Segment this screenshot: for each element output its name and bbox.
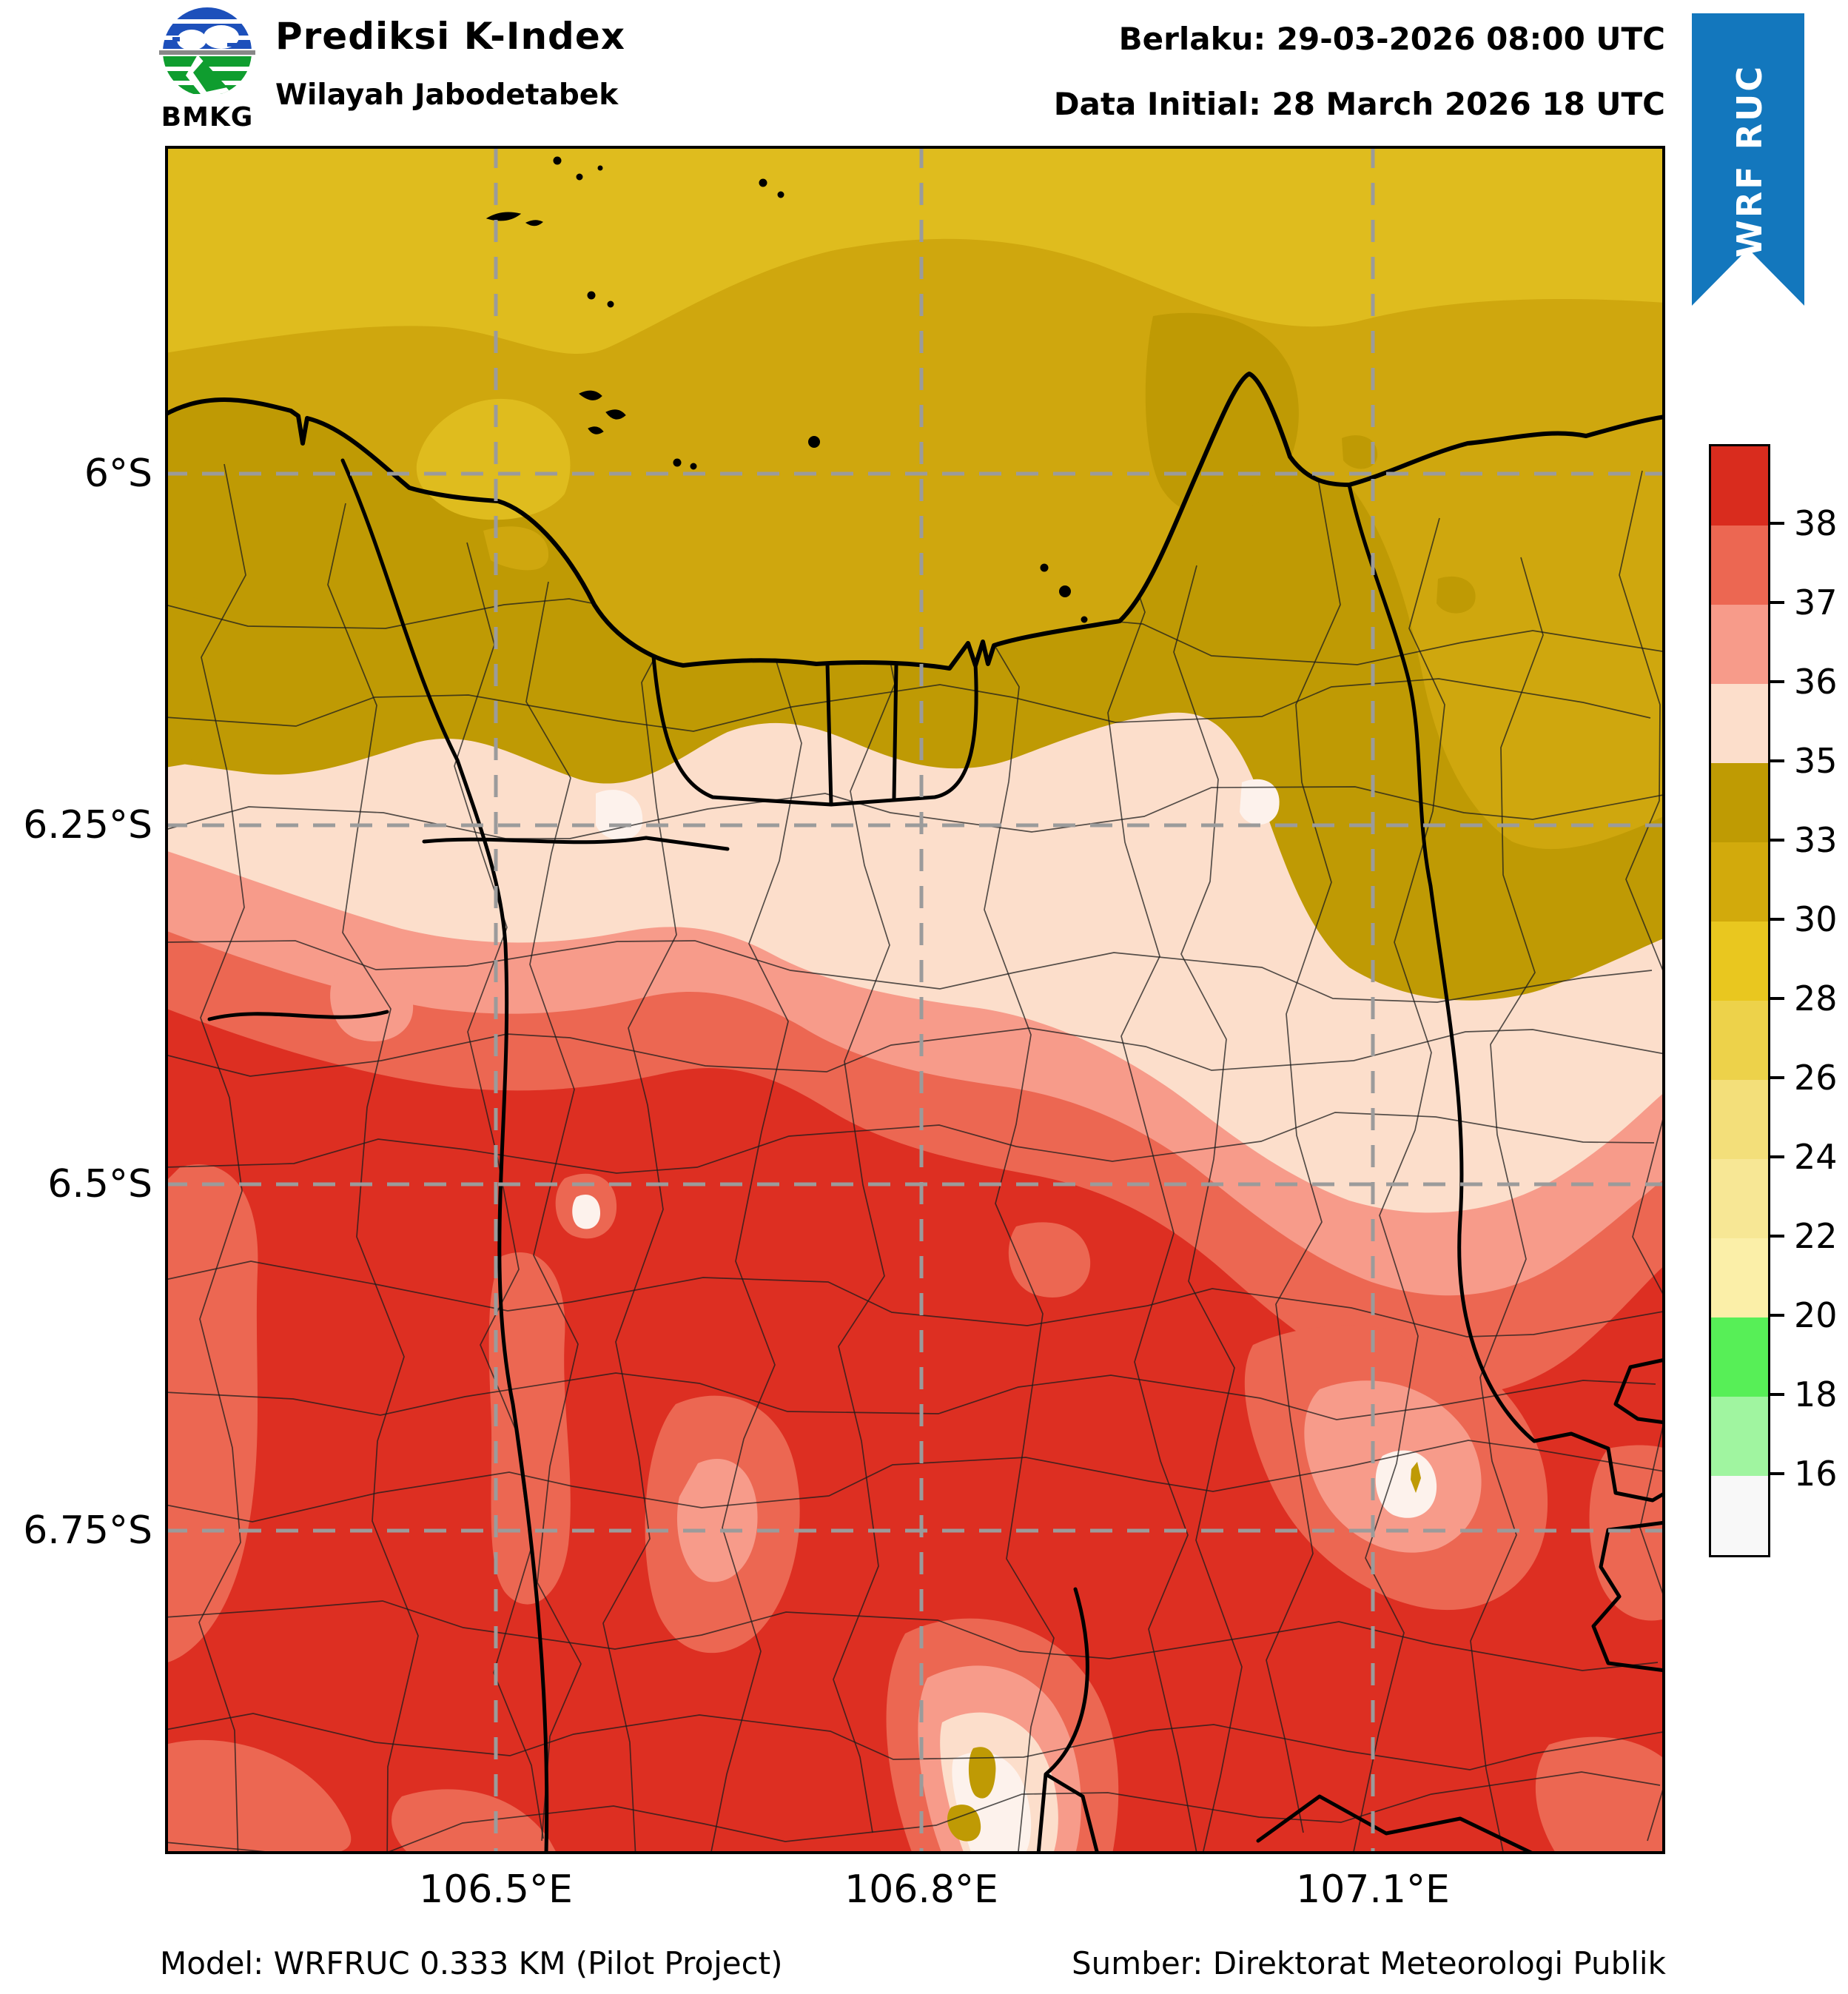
colorbar-segment-0 (1711, 446, 1768, 526)
footer-source-label: Sumber: Direktorat Meteorologi Publik (1072, 1945, 1666, 1981)
bmkg-logo-text: BMKG (161, 102, 254, 132)
colorbar-segment-11 (1711, 1317, 1768, 1397)
ribbon-banner-shape (1692, 13, 1804, 306)
initial-datetime: Data Initial: 28 March 2026 18 UTC (1053, 86, 1665, 122)
colorbar-tick-mark (1768, 1472, 1784, 1475)
colorbar-tick-mark (1768, 1314, 1784, 1317)
map-border (165, 146, 1665, 1854)
colorbar-tick-label-37: 37 (1794, 583, 1838, 622)
colorbar-tick-mark (1768, 522, 1784, 525)
colorbar-tick-mark (1768, 1155, 1784, 1158)
colorbar-tick-mark (1768, 680, 1784, 683)
colorbar-tick-mark (1768, 1076, 1784, 1079)
footer-model-label: Model: WRFRUC 0.333 KM (Pilot Project) (160, 1945, 783, 1981)
page-title: Prediksi K-Index (275, 15, 626, 58)
colorbar-tick-label-20: 20 (1794, 1295, 1838, 1335)
kindex-colorbar (1709, 444, 1770, 1557)
colorbar-segment-1 (1711, 526, 1768, 605)
colorbar-segment-9 (1711, 1159, 1768, 1238)
colorbar-tick-label-22: 22 (1794, 1216, 1838, 1256)
wrf-ruc-ribbon: WRF RUC (1692, 13, 1804, 306)
bmkg-logo-icon (158, 7, 257, 96)
y-tick-625s: 6.25°S (23, 803, 152, 847)
coastline (165, 372, 1665, 671)
colorbar-segment-8 (1711, 1080, 1768, 1159)
colorbar-tick-mark (1768, 839, 1784, 842)
colorbar-tick-mark (1768, 759, 1784, 762)
colorbar-segment-13 (1711, 1476, 1768, 1555)
x-tick-1068e: 106.8°E (844, 1867, 998, 1912)
colorbar-segment-7 (1711, 1001, 1768, 1080)
colorbar-segment-4 (1711, 763, 1768, 842)
admin-boundaries (207, 458, 1665, 1854)
y-tick-65s: 6.5°S (47, 1162, 152, 1206)
district-boundaries (165, 463, 1665, 1854)
colorbar-segment-6 (1711, 922, 1768, 1001)
islands (485, 156, 1088, 623)
colorbar-tick-mark (1768, 601, 1784, 604)
x-tick-1065e: 106.5°E (419, 1867, 573, 1912)
colorbar-tick-mark (1768, 918, 1784, 921)
page-subtitle: Wilayah Jabodetabek (275, 78, 619, 112)
colorbar-tick-label-30: 30 (1794, 899, 1838, 939)
colorbar-tick-label-38: 38 (1794, 503, 1838, 543)
colorbar-segment-5 (1711, 842, 1768, 922)
map-plot (165, 146, 1665, 1854)
y-tick-675s: 6.75°S (23, 1508, 152, 1553)
y-tick-6s: 6°S (84, 451, 152, 496)
colorbar-segment-10 (1711, 1238, 1768, 1317)
colorbar-tick-label-16: 16 (1794, 1454, 1838, 1494)
colorbar-tick-label-35: 35 (1794, 741, 1838, 781)
ribbon-label: WRF RUC (1730, 64, 1770, 258)
colorbar-tick-mark (1768, 1393, 1784, 1396)
colorbar-segment-12 (1711, 1397, 1768, 1476)
colorbar-tick-mark (1768, 1235, 1784, 1238)
colorbar-tick-label-18: 18 (1794, 1374, 1838, 1414)
colorbar-tick-label-26: 26 (1794, 1058, 1838, 1098)
kindex-contour-fill (165, 146, 1665, 1854)
colorbar-segment-2 (1711, 605, 1768, 684)
x-tick-1071e: 107.1°E (1296, 1867, 1450, 1912)
gridlines (165, 146, 1665, 1854)
colorbar-tick-label-24: 24 (1794, 1137, 1838, 1177)
valid-datetime: Berlaku: 29-03-2026 08:00 UTC (1118, 21, 1665, 57)
bmkg-logo: BMKG (158, 4, 257, 134)
colorbar-tick-label-36: 36 (1794, 662, 1838, 702)
colorbar-segment-3 (1711, 684, 1768, 763)
colorbar-tick-mark (1768, 997, 1784, 1000)
colorbar-tick-label-33: 33 (1794, 820, 1838, 860)
colorbar-tick-label-28: 28 (1794, 978, 1838, 1018)
